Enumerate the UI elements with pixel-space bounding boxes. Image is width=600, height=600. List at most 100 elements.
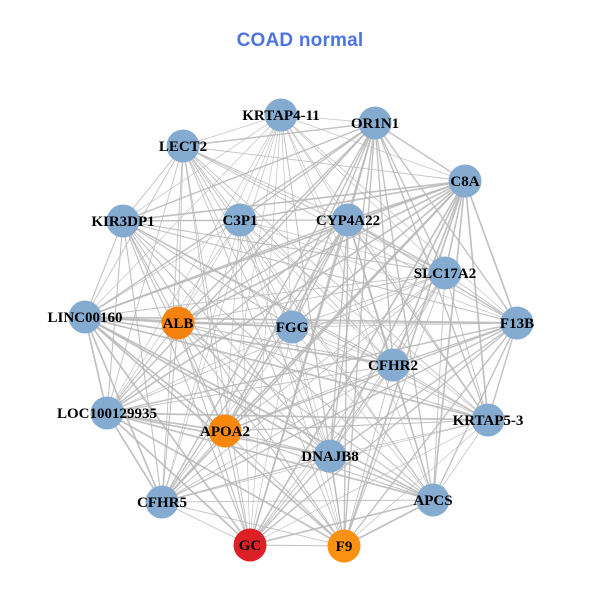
node-or1n1 [358,106,392,140]
node-c3p1 [223,203,257,237]
edge [224,430,331,457]
node-krtap4-11 [264,98,298,132]
edge [291,180,466,328]
edge [182,145,349,221]
edge [84,316,434,501]
edge [392,364,489,421]
edge [329,419,489,457]
edge [249,219,349,546]
edge [291,219,349,328]
edge [239,219,518,324]
edge [224,326,293,432]
edge [392,272,446,366]
edge [224,272,446,432]
edge [374,122,394,366]
plot-title: COAD normal [236,30,364,51]
edge [374,122,466,182]
edge [239,219,446,274]
node-label-slc17a2: SLC17A2 [414,266,477,282]
edge [177,322,345,547]
edge [106,322,179,414]
edge [177,322,226,432]
edge [329,455,434,501]
node-linc00160 [68,300,102,334]
edge [161,114,282,503]
edge [343,419,489,547]
edge [224,419,489,432]
edge [106,412,163,503]
node-label-f13b: F13B [500,316,534,332]
edge [122,220,251,546]
edge [239,219,394,366]
edge [291,322,518,328]
edge [182,145,293,328]
edge [177,145,184,324]
edge [84,220,124,318]
node-label-apcs: APCS [413,493,452,509]
edge [249,322,518,546]
edge [280,114,518,324]
edge [347,219,446,274]
edge [122,220,434,501]
edge [182,145,345,547]
edge [444,272,489,421]
edge [374,122,518,324]
edge [464,180,518,324]
node-label-gc: GC [239,538,262,554]
edge [106,412,434,501]
edge [106,412,489,421]
edge [122,220,446,274]
node-label-krtap5-3: KRTAP5-3 [453,413,524,429]
edge [161,499,434,503]
edge [122,220,345,547]
edge [291,272,446,328]
edge [329,122,376,457]
edge [224,114,282,432]
node-c8a [448,164,482,198]
node-label-dnajb8: DNAJB8 [301,449,359,465]
edge [106,412,345,547]
edge [374,122,446,274]
edge [239,219,489,421]
edge [106,114,282,414]
node-dnajb8 [313,439,347,473]
edge [106,219,349,414]
node-apoa2 [208,414,242,448]
edge [249,114,282,546]
edge [122,114,282,222]
node-label-lect2: LECT2 [159,139,207,155]
node-label-loc100129935: LOC100129935 [57,406,157,422]
edge [249,326,293,546]
edge [182,122,376,147]
edge [329,322,518,457]
edge [239,219,293,328]
edge [224,322,518,432]
node-label-alb: ALB [163,316,194,332]
node-slc17a2 [428,256,462,290]
node-label-c3p1: C3P1 [223,213,258,229]
node-label-apoa2: APOA2 [200,424,250,440]
node-cfhr5 [145,485,179,519]
edge [487,322,518,421]
edge [84,219,241,318]
edge [177,180,466,324]
edge [182,114,282,147]
node-label-cfhr5: CFHR5 [137,495,187,511]
node-loc100129935 [90,396,124,430]
edge [392,364,434,501]
edge [280,114,293,328]
edge [84,316,394,366]
edge [280,114,446,274]
node-label-cfhr2: CFHR2 [368,358,418,374]
edge [432,180,466,501]
edge [291,326,394,366]
node-gc [233,528,267,562]
edge [291,326,434,501]
edge [106,180,466,414]
node-label-krtap4-11: KRTAP4-11 [242,108,320,124]
edge [177,322,434,501]
node-label-c8a: C8A [450,174,479,190]
edge [161,272,446,503]
